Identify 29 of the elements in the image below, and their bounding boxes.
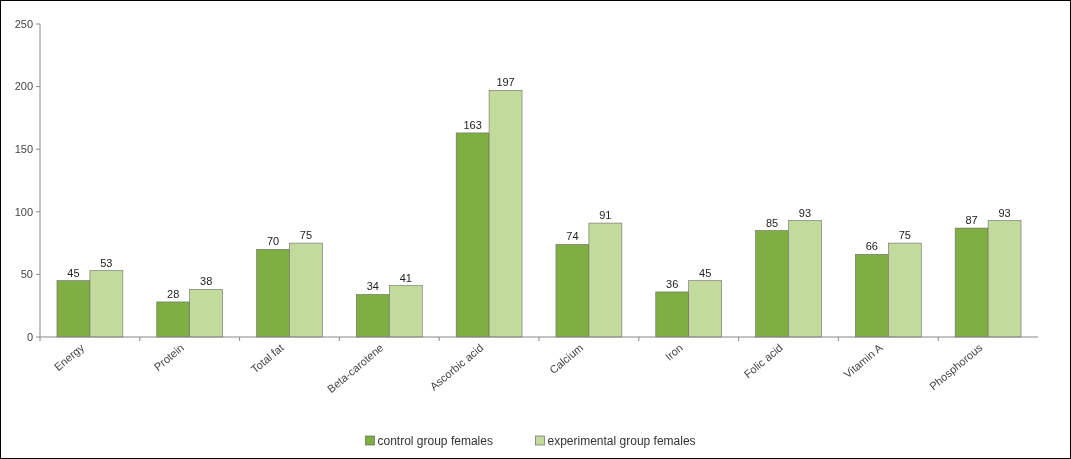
y-tick-label: 200	[14, 80, 33, 93]
data-label: 93	[798, 206, 812, 219]
y-tick-label: 150	[14, 143, 33, 156]
y-tick-label: 100	[14, 205, 33, 218]
data-label: 28	[167, 287, 180, 300]
x-tick-label: Iron	[662, 341, 685, 363]
data-label: 38	[200, 275, 213, 288]
data-label: 85	[765, 216, 779, 229]
data-label: 66	[865, 240, 878, 253]
data-label: 70	[266, 235, 280, 248]
data-label: 163	[463, 118, 482, 131]
legend-label: experimental group females	[547, 434, 696, 449]
data-label: 36	[666, 277, 679, 290]
y-tick-label: 0	[26, 330, 33, 343]
data-label: 87	[965, 214, 978, 227]
data-label: 53	[100, 256, 113, 269]
y-tick-label: 250	[14, 17, 33, 30]
y-tick-label: 50	[20, 268, 33, 281]
data-label: 34	[366, 280, 379, 293]
data-label: 75	[299, 229, 313, 242]
data-label: 197	[496, 76, 515, 89]
data-label: 75	[898, 229, 911, 242]
data-label: 91	[599, 209, 612, 222]
data-label: 74	[566, 230, 579, 243]
data-label: 41	[399, 271, 412, 284]
data-label: 45	[67, 266, 80, 279]
data-label: 45	[699, 266, 712, 279]
legend-label: control group females	[377, 434, 493, 449]
data-label: 93	[998, 206, 1011, 219]
